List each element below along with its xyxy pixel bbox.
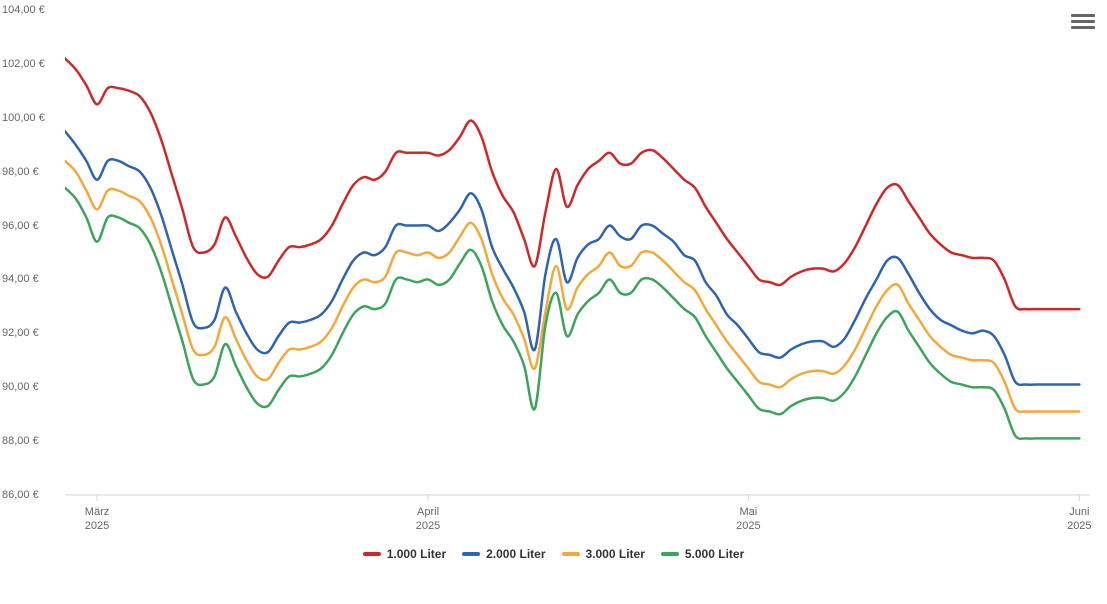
y-axis: 86,00 €88,00 €90,00 €92,00 €94,00 €96,00… xyxy=(0,10,57,495)
y-axis-label: 100,00 € xyxy=(2,112,57,124)
legend-swatch xyxy=(562,552,580,556)
plot-area xyxy=(65,10,1090,495)
series-line[interactable] xyxy=(65,131,1079,385)
x-axis-label: Mai2025 xyxy=(736,505,760,534)
y-axis-label: 94,00 € xyxy=(2,273,57,285)
y-axis-label: 86,00 € xyxy=(2,489,57,501)
legend-label: 1.000 Liter xyxy=(387,547,446,561)
legend-item[interactable]: 5.000 Liter xyxy=(661,547,744,561)
legend-swatch xyxy=(462,552,480,556)
legend-swatch xyxy=(363,552,381,556)
y-axis-label: 88,00 € xyxy=(2,435,57,447)
line-chart: 86,00 € 88,00 € 90,00 € 92,00 € 94,00 € 96,00… xyxy=(0,0,1107,604)
y-axis-label: 102,00 € xyxy=(2,58,57,70)
plot-svg xyxy=(65,10,1090,505)
legend-item[interactable]: 3.000 Liter xyxy=(562,547,645,561)
legend-label: 5.000 Liter xyxy=(685,547,744,561)
y-axis-label: 96,00 € xyxy=(2,220,57,232)
x-axis-label: März2025 xyxy=(85,505,109,534)
y-axis-label: 104,00 € xyxy=(2,4,57,16)
legend-swatch xyxy=(661,552,679,556)
legend-item[interactable]: 1.000 Liter xyxy=(363,547,446,561)
legend-item[interactable]: 2.000 Liter xyxy=(462,547,545,561)
legend-label: 3.000 Liter xyxy=(586,547,645,561)
x-axis-label: Juni2025 xyxy=(1067,505,1091,534)
x-axis-label: April2025 xyxy=(416,505,440,534)
legend-label: 2.000 Liter xyxy=(486,547,545,561)
y-axis-label: 98,00 € xyxy=(2,166,57,178)
legend: 1.000 Liter 2.000 Liter 3.000 Liter 5.000 L… xyxy=(0,545,1107,561)
y-axis-label: 90,00 € xyxy=(2,381,57,393)
y-axis-label: 92,00 € xyxy=(2,327,57,339)
